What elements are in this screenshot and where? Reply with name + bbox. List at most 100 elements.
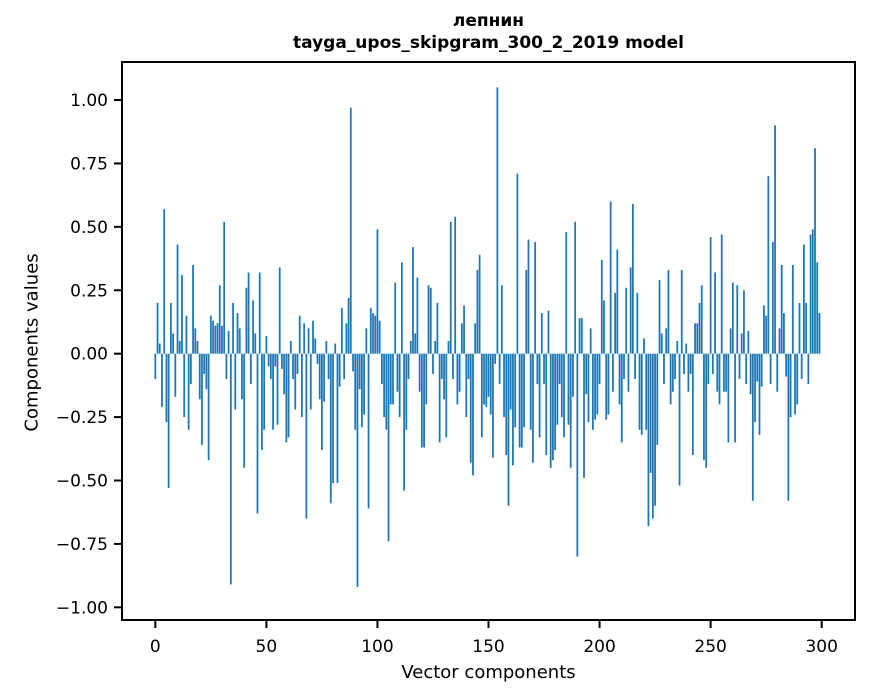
bar <box>769 353 772 385</box>
bar <box>325 341 328 354</box>
bar <box>460 323 463 354</box>
bar <box>440 353 443 380</box>
bar <box>363 353 365 415</box>
bar <box>420 353 423 448</box>
bar <box>687 353 690 392</box>
bar <box>189 353 192 385</box>
bar <box>629 267 632 354</box>
bar <box>167 353 170 489</box>
bar <box>767 176 770 354</box>
bar <box>205 353 208 390</box>
bar <box>196 341 199 354</box>
bar <box>267 353 270 367</box>
bar <box>758 353 761 435</box>
bar <box>716 353 719 392</box>
bar <box>711 353 714 374</box>
bar <box>378 320 381 354</box>
bar <box>478 254 481 354</box>
bar <box>778 328 781 354</box>
bar <box>671 353 674 392</box>
bar <box>658 280 661 354</box>
bar <box>232 302 234 354</box>
bar <box>763 305 765 354</box>
bar <box>163 209 166 354</box>
bar <box>438 353 441 443</box>
bar <box>263 353 266 430</box>
bar <box>487 353 490 397</box>
bar <box>512 353 514 466</box>
bar <box>578 318 581 354</box>
bar <box>345 323 348 354</box>
bar <box>198 353 201 400</box>
bar <box>301 353 303 418</box>
bar <box>743 290 745 354</box>
bar <box>361 353 363 428</box>
bar <box>667 269 670 354</box>
bar <box>614 292 616 354</box>
bar <box>787 353 790 501</box>
bar <box>674 353 676 380</box>
bar <box>247 272 250 354</box>
x-tick-label: 150 <box>472 637 504 657</box>
bar <box>800 353 803 380</box>
bar <box>587 353 590 423</box>
bar <box>238 328 241 354</box>
bar <box>407 353 410 380</box>
bar <box>298 315 301 354</box>
bar <box>332 353 334 484</box>
bar <box>703 353 705 461</box>
bar <box>387 353 390 542</box>
bar <box>532 353 534 463</box>
bar <box>458 353 461 392</box>
bar <box>783 313 785 354</box>
bar <box>241 353 243 400</box>
bar <box>321 353 323 451</box>
bar <box>500 285 503 354</box>
bar <box>380 353 383 385</box>
bar <box>625 287 628 354</box>
bar <box>389 353 392 405</box>
bar <box>456 353 459 405</box>
bar <box>760 353 763 387</box>
bar <box>303 323 306 354</box>
bar <box>252 300 254 354</box>
bar <box>165 353 168 423</box>
bar <box>334 343 337 354</box>
bar <box>680 269 683 354</box>
bar <box>207 353 210 461</box>
bar <box>296 353 299 374</box>
bar <box>203 353 206 374</box>
bar <box>374 315 377 354</box>
bar <box>649 353 652 473</box>
bar <box>709 237 712 354</box>
bar <box>725 353 728 392</box>
bar <box>365 328 368 354</box>
bar <box>254 333 257 354</box>
bar <box>312 320 314 354</box>
bar <box>398 353 401 418</box>
bar <box>261 353 263 451</box>
bar <box>214 325 217 354</box>
bar <box>525 269 528 354</box>
bar <box>623 353 625 380</box>
x-tick-label: 50 <box>256 637 278 657</box>
bar <box>771 242 774 354</box>
bar <box>181 275 183 354</box>
y-axis-label: Components values <box>21 253 43 432</box>
bar <box>467 353 470 380</box>
bar <box>289 341 292 354</box>
bar <box>560 353 563 418</box>
bar <box>643 338 645 354</box>
bar <box>736 285 739 354</box>
bar <box>209 315 212 354</box>
x-tick-label: 250 <box>694 637 726 657</box>
bar <box>740 333 743 354</box>
bar <box>358 353 361 390</box>
bar <box>492 353 494 458</box>
bar <box>169 302 172 354</box>
bar <box>660 333 663 354</box>
bar <box>592 353 594 430</box>
bar <box>656 353 659 445</box>
